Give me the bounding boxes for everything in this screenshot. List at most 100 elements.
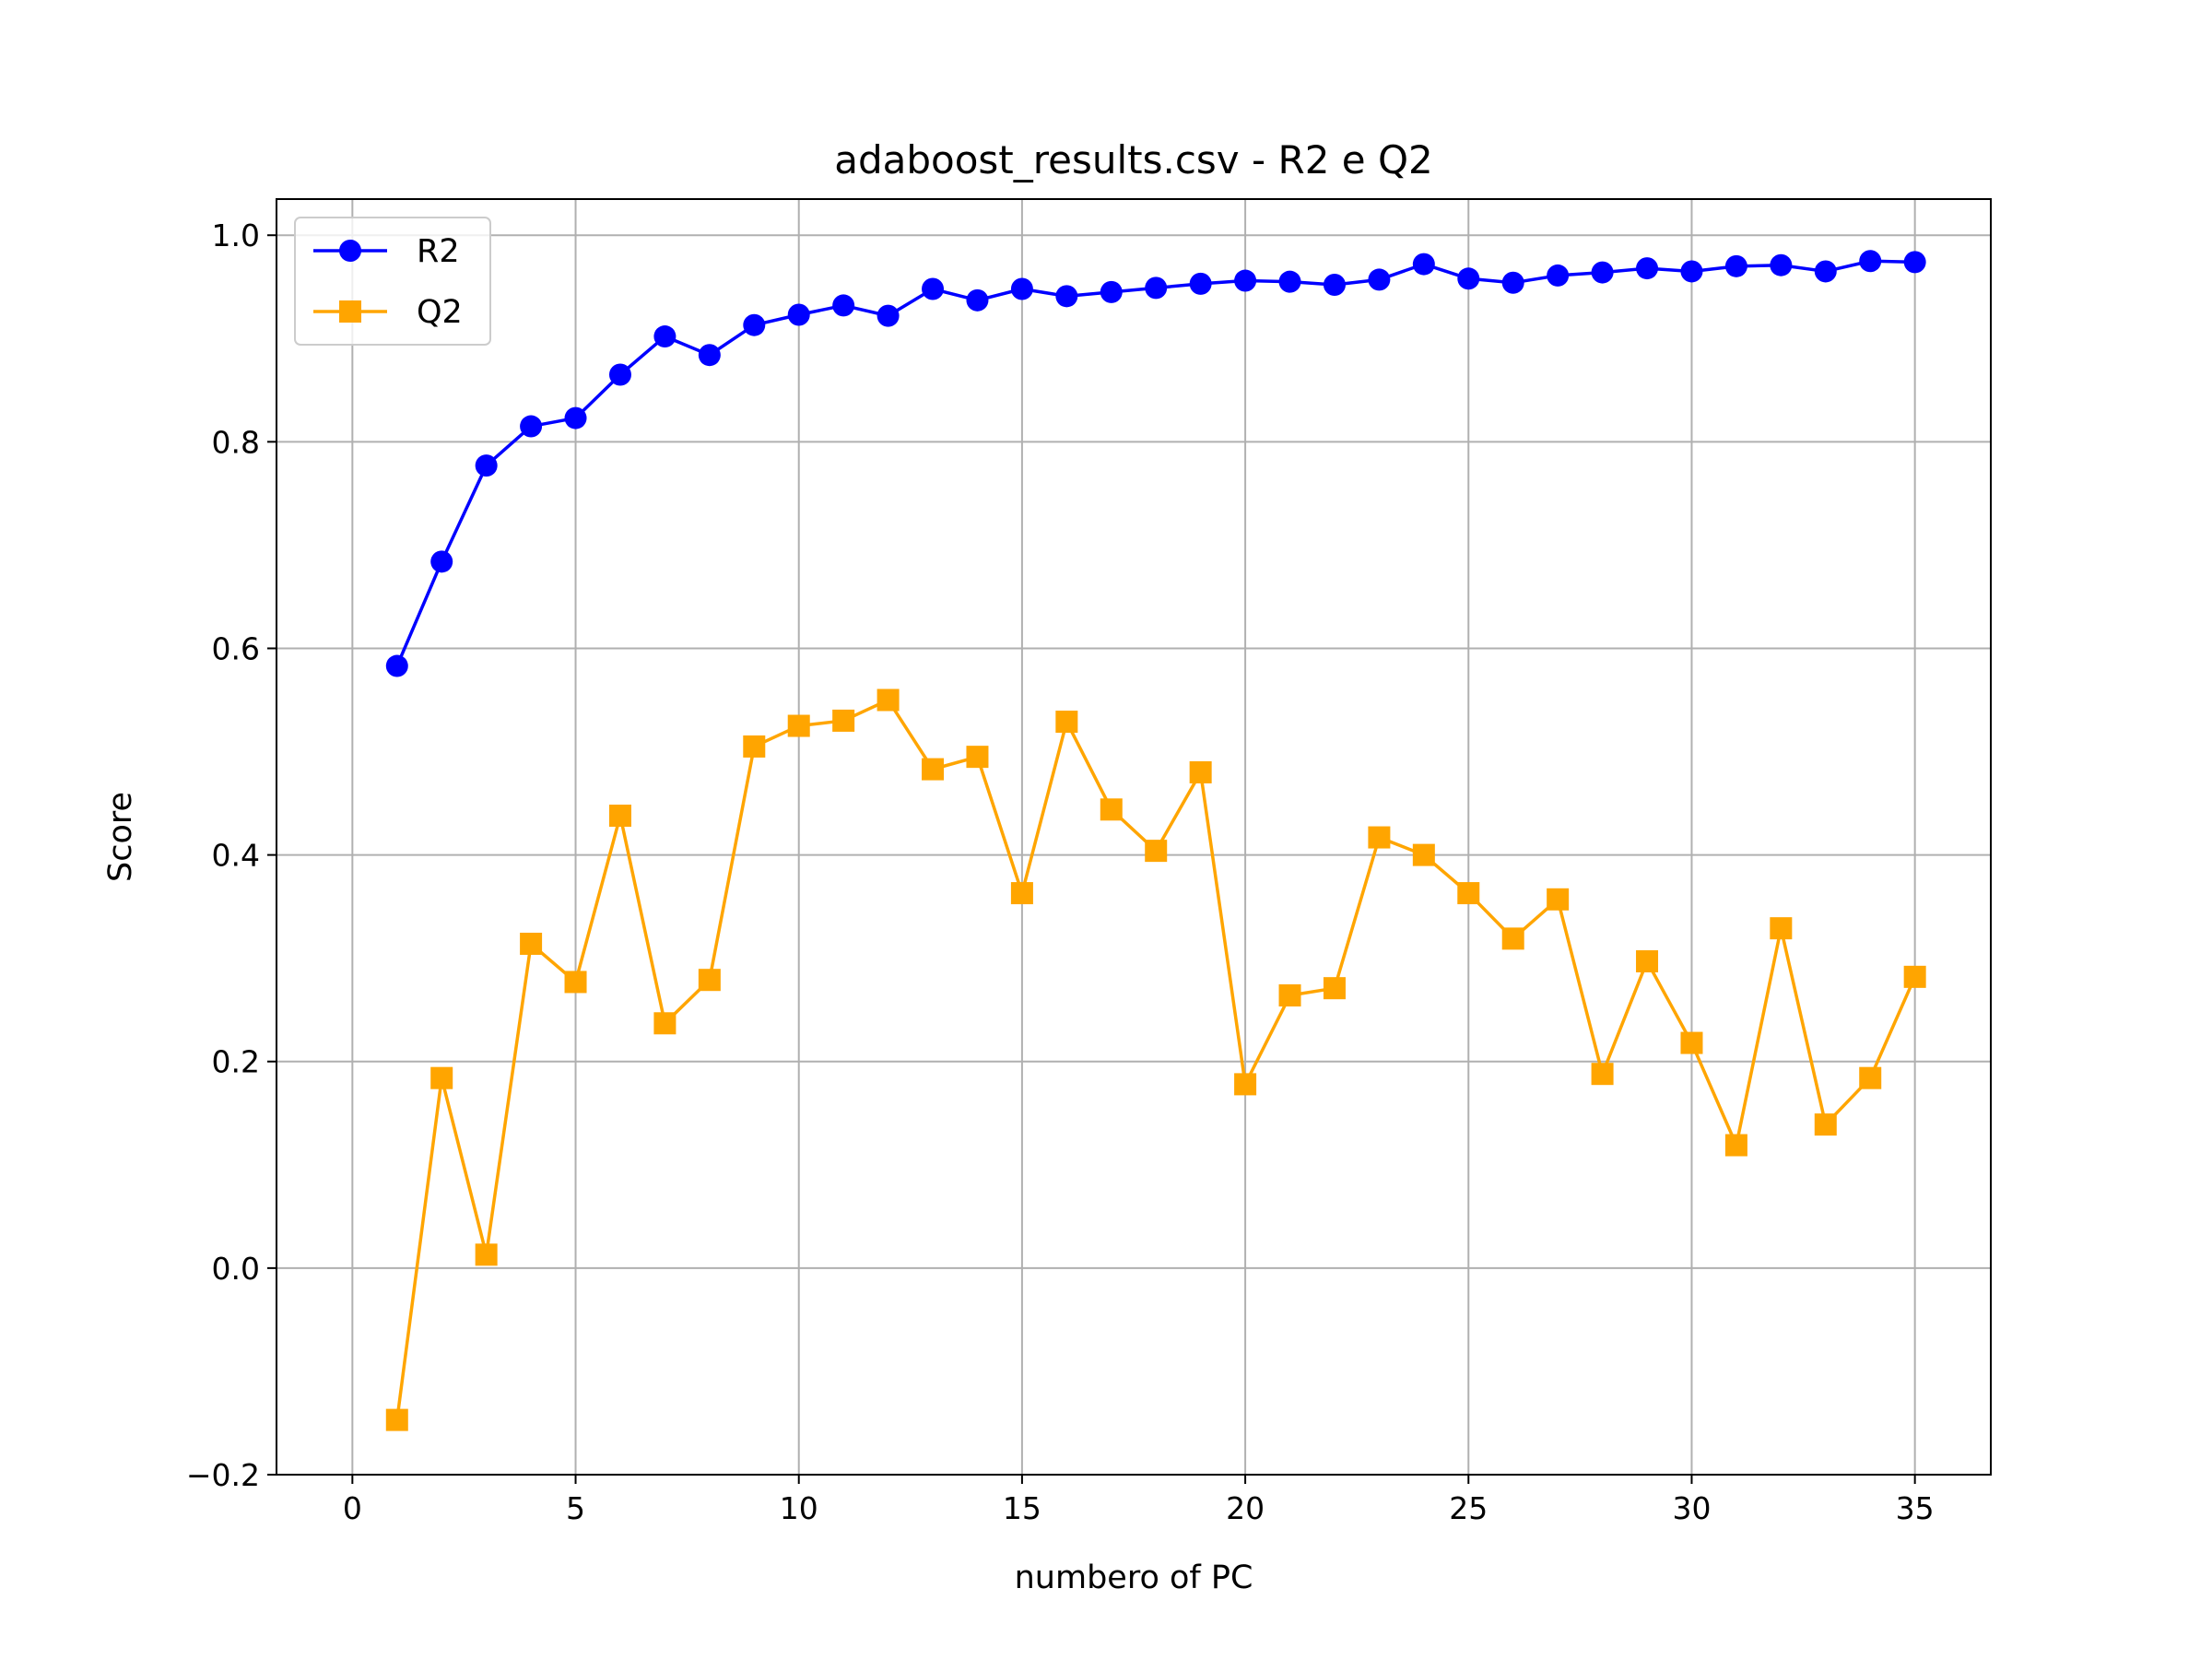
data-point-q2 xyxy=(1055,711,1078,734)
data-point-q2 xyxy=(1278,984,1301,1007)
legend-label-r2: R2 xyxy=(417,233,460,270)
y-axis-ticks: −0.2 0.0 0.2 0.4 0.6 0.8 1.0 xyxy=(186,218,276,1493)
data-point-r2 xyxy=(1547,264,1570,287)
data-point-r2 xyxy=(1412,253,1435,276)
y-tick-label: 1.0 xyxy=(212,218,260,253)
data-point-q2 xyxy=(1591,1063,1614,1086)
y-tick-label: 0.2 xyxy=(212,1044,260,1080)
data-point-r2 xyxy=(564,406,587,429)
data-point-r2 xyxy=(520,415,543,438)
data-point-q2 xyxy=(1770,917,1793,940)
data-point-r2 xyxy=(743,313,766,336)
data-point-q2 xyxy=(1145,840,1168,863)
y-tick-label: 0.0 xyxy=(212,1251,260,1287)
data-point-q2 xyxy=(698,969,721,992)
data-point-r2 xyxy=(653,325,677,348)
x-tick-label: 25 xyxy=(1449,1490,1488,1526)
data-point-q2 xyxy=(832,709,855,732)
data-point-q2 xyxy=(877,688,900,712)
data-point-q2 xyxy=(1010,882,1033,905)
legend-label-q2: Q2 xyxy=(417,294,463,331)
data-point-r2 xyxy=(1501,271,1524,294)
data-point-r2 xyxy=(1323,274,1346,297)
series-layer xyxy=(385,250,1926,1431)
data-point-r2 xyxy=(1189,272,1212,295)
x-tick-label: 5 xyxy=(566,1490,585,1526)
data-point-q2 xyxy=(1412,843,1435,866)
x-tick-label: 30 xyxy=(1672,1490,1711,1526)
data-point-r2 xyxy=(430,550,453,573)
data-point-q2 xyxy=(966,746,989,769)
legend: R2 Q2 xyxy=(294,217,491,346)
data-point-q2 xyxy=(1323,977,1346,1000)
data-point-q2 xyxy=(1636,950,1659,973)
x-tick-label: 15 xyxy=(1003,1490,1041,1526)
y-tick-label: 0.4 xyxy=(212,838,260,874)
data-point-q2 xyxy=(1903,965,1926,988)
data-point-r2 xyxy=(1770,253,1793,276)
data-point-r2 xyxy=(608,363,631,386)
data-point-r2 xyxy=(1724,254,1747,277)
data-point-r2 xyxy=(1814,260,1837,283)
y-tick-label: 0.6 xyxy=(212,630,260,666)
data-point-r2 xyxy=(1055,285,1078,308)
x-tick-label: 0 xyxy=(343,1490,362,1526)
data-point-r2 xyxy=(1457,267,1480,290)
data-point-q2 xyxy=(787,714,810,737)
data-point-r2 xyxy=(475,454,498,477)
data-point-r2 xyxy=(385,654,408,677)
plot-frame xyxy=(276,198,1992,1476)
y-axis-label: Score xyxy=(102,792,139,882)
data-point-r2 xyxy=(1010,277,1033,300)
data-point-q2 xyxy=(1368,826,1391,849)
data-point-r2 xyxy=(832,294,855,317)
x-axis-label: numbero of PC xyxy=(1015,1559,1253,1596)
x-tick-label: 35 xyxy=(1896,1490,1935,1526)
data-point-q2 xyxy=(520,932,543,955)
data-point-q2 xyxy=(1100,798,1123,821)
data-point-q2 xyxy=(608,805,631,828)
data-point-r2 xyxy=(698,344,721,367)
data-point-r2 xyxy=(1680,260,1703,283)
data-point-q2 xyxy=(1189,760,1212,783)
data-point-q2 xyxy=(1234,1073,1257,1096)
data-point-r2 xyxy=(1234,269,1257,292)
data-point-r2 xyxy=(1368,268,1391,291)
data-point-q2 xyxy=(743,735,766,758)
x-axis-ticks: 0 5 10 15 20 25 30 35 xyxy=(343,1475,1935,1526)
data-point-q2 xyxy=(1457,882,1480,905)
data-point-q2 xyxy=(1501,927,1524,950)
data-point-r2 xyxy=(1636,257,1659,280)
data-point-q2 xyxy=(564,971,587,994)
series-q2 xyxy=(385,688,1926,1431)
data-point-q2 xyxy=(1680,1031,1703,1054)
data-point-q2 xyxy=(1814,1113,1837,1136)
x-tick-label: 10 xyxy=(780,1490,818,1526)
data-point-q2 xyxy=(1859,1066,1882,1089)
data-point-r2 xyxy=(787,303,810,326)
data-point-q2 xyxy=(653,1012,677,1035)
data-point-r2 xyxy=(1859,250,1882,273)
data-point-r2 xyxy=(1278,270,1301,293)
chart-title: adaboost_results.csv - R2 e Q2 xyxy=(834,137,1433,182)
data-point-r2 xyxy=(1100,280,1123,303)
data-point-r2 xyxy=(1591,261,1614,284)
x-tick-label: 20 xyxy=(1226,1490,1265,1526)
data-point-q2 xyxy=(475,1243,498,1266)
y-tick-label: 0.8 xyxy=(212,424,260,460)
data-point-r2 xyxy=(1903,251,1926,274)
data-point-q2 xyxy=(1547,888,1570,911)
data-point-r2 xyxy=(966,288,989,312)
data-point-q2 xyxy=(430,1066,453,1089)
data-point-q2 xyxy=(922,758,945,781)
data-point-r2 xyxy=(1145,276,1168,300)
data-point-q2 xyxy=(385,1408,408,1431)
data-point-r2 xyxy=(922,277,945,300)
data-point-q2 xyxy=(1724,1134,1747,1157)
legend-marker-r2 xyxy=(339,240,361,262)
legend-marker-q2 xyxy=(339,300,361,323)
y-tick-label: −0.2 xyxy=(186,1457,260,1493)
series-r2 xyxy=(385,250,1926,677)
data-point-r2 xyxy=(877,304,900,327)
